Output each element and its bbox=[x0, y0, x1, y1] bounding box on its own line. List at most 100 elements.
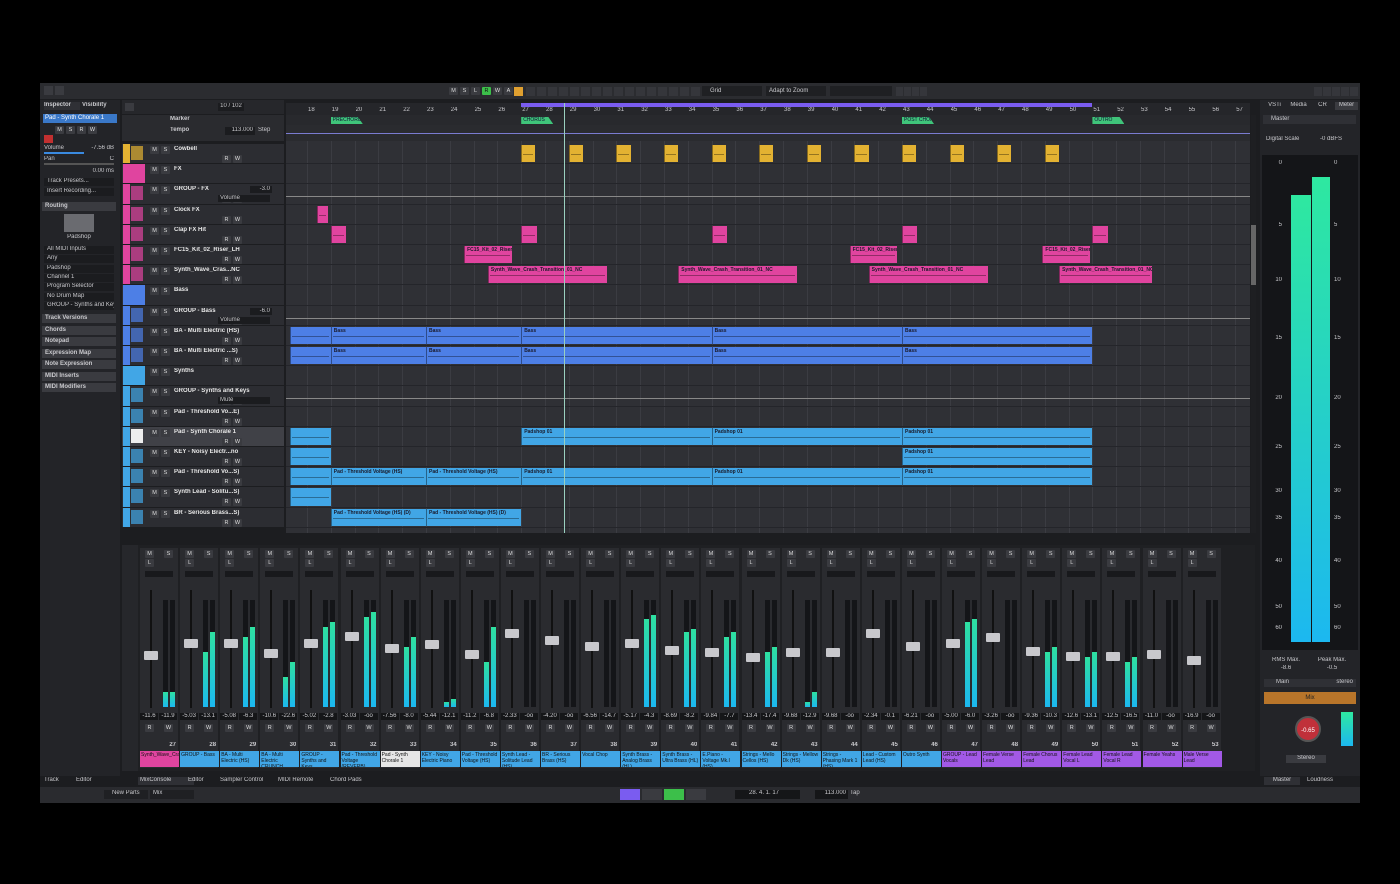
tool[interactable] bbox=[658, 87, 667, 96]
event[interactable]: Pad - Threshold Voltage (HS) bbox=[426, 468, 522, 486]
button[interactable]: L bbox=[987, 559, 997, 567]
button[interactable]: S bbox=[725, 550, 735, 558]
channel-name[interactable]: Vocal Chop bbox=[581, 751, 621, 767]
button[interactable]: W bbox=[233, 417, 242, 426]
section-header[interactable]: Note Expression bbox=[42, 360, 116, 369]
event[interactable]: Synth_Wave_Crash_Transition_01_NC bbox=[868, 266, 988, 284]
event[interactable] bbox=[316, 205, 329, 223]
button[interactable]: L bbox=[666, 559, 676, 567]
channel-name[interactable]: Female Lead Vocal R bbox=[1102, 751, 1142, 767]
channel-name[interactable]: E.Piano - Voltage Mk.I (HS) bbox=[701, 751, 741, 767]
button[interactable]: W bbox=[1086, 724, 1096, 732]
snap-type[interactable]: Grid bbox=[702, 86, 762, 96]
channel-name[interactable]: Lead - Custom Lead (HS) bbox=[861, 751, 901, 767]
tool[interactable] bbox=[920, 87, 927, 96]
button[interactable]: W bbox=[164, 724, 173, 732]
button[interactable]: S bbox=[161, 287, 170, 296]
event[interactable]: Bass bbox=[711, 326, 902, 344]
tool[interactable] bbox=[559, 87, 568, 96]
event[interactable] bbox=[902, 145, 917, 163]
button[interactable]: S bbox=[885, 550, 895, 558]
event[interactable]: FC15_Kit_02_Riser_ bbox=[464, 246, 512, 264]
button[interactable]: S bbox=[484, 550, 494, 558]
button[interactable]: W bbox=[324, 724, 334, 732]
tab[interactable]: Master bbox=[1264, 777, 1300, 785]
tool[interactable] bbox=[614, 87, 623, 96]
undo[interactable] bbox=[44, 86, 53, 95]
tool[interactable] bbox=[680, 87, 689, 96]
button[interactable]: S bbox=[645, 550, 655, 558]
button[interactable]: R bbox=[222, 155, 231, 163]
event[interactable] bbox=[521, 225, 537, 243]
tool[interactable] bbox=[625, 87, 634, 96]
button[interactable]: R bbox=[666, 724, 676, 732]
tool[interactable] bbox=[592, 87, 601, 96]
button[interactable]: S bbox=[524, 550, 534, 558]
event[interactable]: Bass bbox=[902, 326, 1093, 344]
channel-name[interactable]: BA - Multi Electric CRUNCH bbox=[260, 751, 300, 767]
button[interactable]: R bbox=[482, 87, 491, 95]
button[interactable]: R bbox=[222, 357, 231, 365]
channel-name[interactable]: KEY - Noisy Electric Piano bbox=[420, 751, 460, 767]
button[interactable]: S bbox=[161, 247, 170, 255]
field[interactable]: GROUP - Synths and Keys bbox=[44, 301, 114, 310]
button[interactable]: W bbox=[805, 724, 815, 732]
fader-cap[interactable] bbox=[946, 638, 960, 648]
button[interactable]: W bbox=[88, 126, 97, 134]
button[interactable]: L bbox=[425, 559, 435, 567]
button[interactable]: S bbox=[805, 550, 815, 558]
tab[interactable]: Editor bbox=[76, 777, 92, 783]
button[interactable]: M bbox=[345, 550, 355, 558]
button[interactable]: S bbox=[404, 550, 414, 558]
event[interactable] bbox=[997, 145, 1012, 163]
section-header[interactable]: Chords bbox=[42, 325, 116, 335]
button[interactable]: L bbox=[866, 559, 876, 567]
fader-cap[interactable] bbox=[825, 647, 840, 657]
event[interactable] bbox=[949, 145, 964, 163]
button[interactable]: R bbox=[987, 724, 997, 732]
tool[interactable] bbox=[526, 87, 535, 96]
button[interactable]: R bbox=[265, 724, 275, 732]
event[interactable] bbox=[290, 427, 331, 445]
automation-param[interactable]: Volume bbox=[218, 316, 270, 324]
event[interactable] bbox=[521, 145, 536, 163]
channel-name[interactable]: Pad - Threshold Voltage (HS) bbox=[460, 751, 500, 767]
button[interactable]: M bbox=[425, 550, 435, 558]
button[interactable]: M bbox=[706, 550, 716, 558]
button[interactable]: R bbox=[1187, 724, 1197, 732]
button[interactable]: R bbox=[222, 478, 231, 487]
event[interactable] bbox=[711, 145, 726, 163]
fader-cap[interactable] bbox=[745, 652, 760, 662]
event[interactable] bbox=[1092, 225, 1108, 243]
button[interactable]: M bbox=[906, 550, 916, 558]
button[interactable]: M bbox=[185, 550, 195, 558]
button[interactable]: M bbox=[150, 267, 159, 276]
button[interactable]: W bbox=[233, 256, 242, 264]
button[interactable]: L bbox=[465, 559, 475, 567]
tool[interactable] bbox=[636, 87, 645, 96]
button[interactable]: R bbox=[222, 215, 231, 224]
button[interactable]: W bbox=[233, 235, 242, 244]
section-header[interactable]: Track Versions bbox=[42, 314, 116, 323]
event[interactable]: Bass bbox=[426, 347, 522, 365]
event[interactable]: Synth_Wave_Crash_Transition_01_NC bbox=[487, 266, 607, 284]
fader-cap[interactable] bbox=[1186, 656, 1201, 666]
button[interactable]: R bbox=[185, 724, 195, 732]
channel-name[interactable]: Female Lead Vocal L bbox=[1062, 751, 1102, 767]
tab[interactable]: Loudness bbox=[1306, 777, 1334, 783]
button[interactable]: S bbox=[1166, 550, 1176, 558]
channel-name[interactable]: Synth Lead - Solitude Lead (HS) bbox=[500, 751, 540, 767]
channel-name[interactable]: Strings - Mellow Dk (HS) bbox=[781, 751, 821, 767]
fader-cap[interactable] bbox=[585, 642, 600, 652]
button[interactable]: L bbox=[265, 559, 275, 567]
fader-cap[interactable] bbox=[545, 636, 559, 646]
button[interactable]: M bbox=[55, 126, 64, 134]
button[interactable]: M bbox=[150, 247, 159, 255]
button[interactable]: R bbox=[1027, 724, 1037, 732]
button[interactable]: M bbox=[505, 550, 515, 558]
add-track[interactable] bbox=[125, 103, 134, 111]
tab[interactable]: Media bbox=[1290, 102, 1307, 108]
record-button[interactable] bbox=[44, 135, 53, 143]
event[interactable]: Bass bbox=[330, 347, 426, 365]
fader-cap[interactable] bbox=[665, 646, 680, 656]
